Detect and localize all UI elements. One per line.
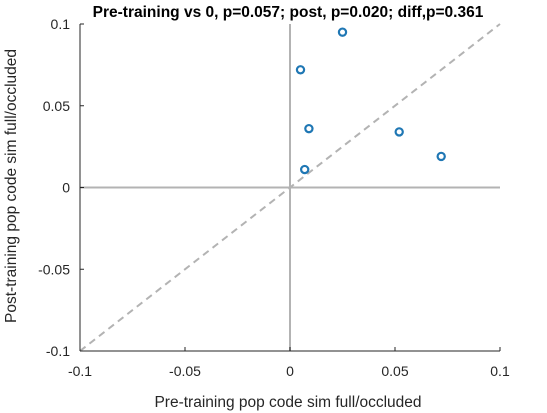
x-tick-label: 0.05 [381,363,408,379]
y-tick-label: 0.05 [43,98,70,114]
x-tick-label: 0.1 [490,363,510,379]
y-tick-label: -0.1 [46,343,70,359]
data-point [339,29,346,36]
x-ticks: -0.1 -0.05 0 0.05 0.1 [68,347,510,379]
data-points [297,29,445,174]
y-axis-label: Post-training pop code sim full/occluded [3,49,20,323]
x-tick-label: 0 [286,363,294,379]
data-point [301,166,308,173]
data-point [305,125,312,132]
y-ticks: -0.1 -0.05 0 0.05 0.1 [38,16,84,359]
data-point [297,66,304,73]
x-tick-label: -0.1 [68,363,92,379]
y-tick-label: 0 [62,180,70,196]
data-point [438,153,445,160]
y-tick-label: -0.05 [38,261,70,277]
data-point [396,128,403,135]
reference-lines [80,24,500,351]
chart-title: Pre-training vs 0, p=0.057; post, p=0.02… [93,4,484,21]
x-axis-label: Pre-training pop code sim full/occluded [154,394,421,411]
x-tick-label: -0.05 [169,363,201,379]
y-tick-label: 0.1 [51,16,71,32]
